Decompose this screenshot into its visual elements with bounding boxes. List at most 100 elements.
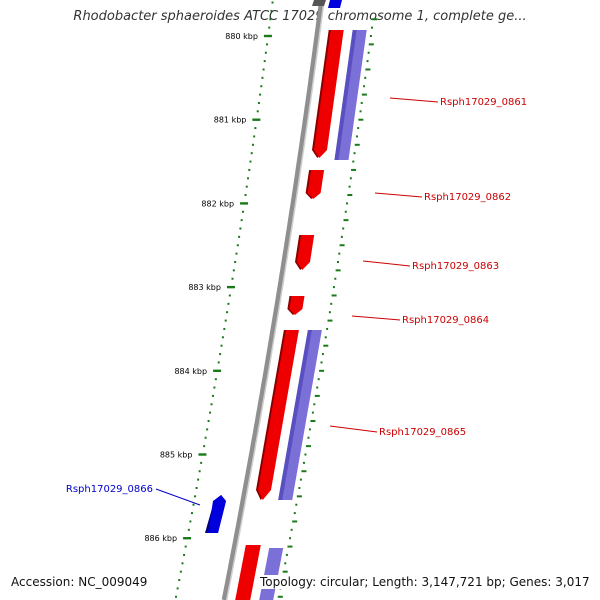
ruler-minor-tick [240,219,243,222]
cds-arrow [314,30,344,158]
edge-strip-bottom [259,548,284,600]
inner-tick [316,386,319,389]
inner-tick [277,595,283,598]
inner-tick [299,478,302,481]
ruler-minor-tick [259,93,262,96]
ruler-minor-tick [178,579,181,582]
accession-text: Accession: NC_009049 [9,575,150,589]
ruler-tick-label: 884 kbp [174,367,207,376]
edge-feature-top-shadow [312,0,326,6]
ruler-minor-tick [244,194,247,197]
label-leader-line [329,425,378,433]
inner-tick [334,277,337,280]
ruler-minor-tick [228,294,231,297]
ruler-minor-tick [264,51,267,54]
ruler-tick-label: 885 kbp [160,451,193,460]
inner-tick [343,219,349,222]
inner-tick [326,327,329,330]
ruler-minor-tick [239,227,242,230]
inner-tick [295,503,298,506]
ruler-minor-tick [271,1,274,4]
inner-tick [287,545,293,548]
gene-label: Rsph17029_0865 [379,427,466,438]
ruler-minor-tick [234,260,237,263]
cds-arrow [307,170,325,199]
ruler-major-tick [226,285,235,289]
ruler-minor-tick [181,562,184,565]
ruler-minor-tick [195,486,198,489]
ruler-minor-tick [268,26,271,29]
ruler-tick-label: 883 kbp [188,283,221,292]
label-leader-line [351,315,401,321]
gene-Rsph17029_0861 [312,30,367,160]
inner-tick [319,369,325,372]
ruler-minor-tick [220,344,223,347]
inner-tick [338,252,341,255]
inner-tick [340,235,343,238]
ruler-minor-tick [227,302,230,305]
inner-tick [360,101,363,104]
ruler-minor-tick [206,428,209,431]
ruler-minor-tick [250,152,253,155]
inner-tick [307,436,310,439]
inner-tick [317,378,320,381]
ruler-minor-tick [198,470,201,473]
inner-tick [368,43,374,46]
ruler-minor-tick [183,553,186,556]
ruler-tick-label: 880 kbp [225,32,258,41]
cds-arrow [208,495,226,533]
inner-tick [321,353,324,356]
inner-tick [347,194,353,197]
ruler-minor-tick [209,411,212,414]
ruler-tick-label: 886 kbp [144,534,177,543]
inner-tick [339,244,345,247]
ruler-minor-tick [254,127,257,130]
inner-tick [336,260,339,263]
ruler-minor-tick [245,185,248,188]
inner-tick [298,486,301,489]
gene-Rsph17029_0866 [205,495,226,533]
inner-tick [304,453,307,456]
inner-tick [314,394,320,397]
inner-tick [313,403,316,406]
ruler-minor-tick [179,570,182,573]
ruler-minor-tick [190,512,193,515]
cds-strip-edge [334,30,357,160]
ruler-major-tick [183,537,192,540]
ruler-minor-tick [221,336,224,339]
ruler-minor-tick [184,545,187,548]
inner-tick [353,152,356,155]
gene-Rsph17029_0864 [287,296,305,315]
ruler-minor-tick [247,177,250,180]
ruler-minor-tick [213,386,216,389]
cds-arrow [297,235,315,270]
ruler-minor-tick [217,361,220,364]
label-leader-line [155,488,201,506]
inner-tick [320,361,323,364]
inner-tick [346,202,349,205]
ruler-minor-tick [256,110,259,113]
ruler-minor-tick [226,311,229,314]
ruler-minor-tick [194,495,197,498]
ruler-minor-tick [200,461,203,464]
inner-tick [371,26,374,29]
inner-tick [359,110,362,113]
inner-tick [289,537,292,540]
gene-Rsph17029_0862 [305,170,325,199]
ruler-minor-tick [203,445,206,448]
ruler-minor-tick [189,520,192,523]
ruler-minor-tick [207,420,210,423]
ruler-minor-tick [197,478,200,481]
ruler-minor-tick [238,235,241,238]
ruler-minor-tick [219,353,222,356]
inner-tick [354,143,360,146]
ruler-minor-tick [265,43,268,46]
inner-tick [301,470,307,473]
ruler-minor-tick [214,378,217,381]
ruler-minor-tick [210,403,213,406]
genome-summary-text: Topology: circular; Length: 3,147,721 bp… [258,575,592,589]
inner-tick [331,294,337,297]
ruler-major-tick [252,118,261,121]
inner-tick [342,227,345,230]
ruler-minor-tick [248,168,251,171]
